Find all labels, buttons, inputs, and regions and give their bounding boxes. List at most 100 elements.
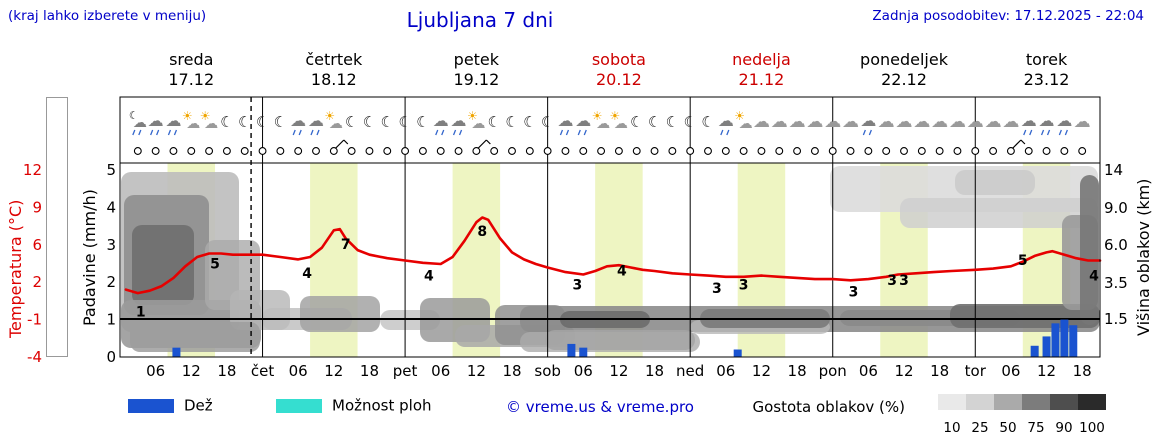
- wind-circle-icon: [329, 147, 338, 155]
- density-color-block: [1022, 394, 1050, 410]
- wind-circle-icon: [258, 147, 267, 155]
- wind-circle-icon: [632, 147, 641, 155]
- cloud-axis-tick: 3.5: [1104, 274, 1128, 292]
- day-date: 21.12: [738, 70, 785, 89]
- wind-circle-icon: [1060, 147, 1069, 155]
- day-name: sreda: [169, 50, 214, 69]
- wind-circle-icon: [793, 147, 802, 155]
- wind-circle-icon: [543, 147, 552, 155]
- x-axis-tick: čet: [251, 362, 274, 380]
- precip-bar: [733, 349, 742, 357]
- cloud-icon: ☁: [896, 112, 913, 132]
- temp-point-label: 1: [136, 304, 146, 320]
- x-axis-tick: tor: [965, 362, 987, 380]
- wind-circle-icon: [739, 147, 748, 155]
- day-date: 23.12: [1023, 70, 1070, 89]
- cloud-density-label: Gostota oblakov (%): [752, 398, 905, 416]
- moon-icon: ☾: [683, 113, 696, 131]
- rain-streak-icon: [1064, 129, 1068, 136]
- rain-label: Dež: [184, 396, 213, 415]
- density-scale-segment: 90: [1050, 394, 1078, 436]
- day-date: 18.12: [310, 70, 357, 89]
- x-axis-tick: 12: [467, 362, 486, 380]
- temp-point-label: 5: [1018, 253, 1028, 269]
- wind-circle-icon: [294, 147, 303, 155]
- rain-cloud-icon: ☁: [148, 111, 164, 130]
- moon-icon: ☾: [648, 113, 661, 131]
- page-title: Ljubljana 7 dni: [406, 8, 554, 32]
- density-color-block: [938, 394, 966, 410]
- precip-axis-tick: 2: [106, 273, 116, 291]
- temp-axis-tick: -4: [27, 348, 42, 366]
- cloud-icon: ☁: [931, 112, 948, 132]
- wind-circle-icon: [312, 147, 320, 155]
- rain-cloud-icon: ☁: [718, 111, 734, 130]
- precip-bar: [1042, 336, 1051, 357]
- temp-point-label: 3: [899, 273, 909, 289]
- cloud-icon: ☁: [949, 112, 966, 132]
- cloud-icon: ☁: [186, 116, 200, 132]
- rain-streak-icon: [1046, 129, 1051, 136]
- cloud-axis-tick: 9.0: [1104, 199, 1128, 217]
- day-name: nedelja: [732, 50, 791, 69]
- sun-icon: ☀: [182, 109, 193, 123]
- moon-icon: ☾: [416, 113, 429, 131]
- cloud-icon: ☁: [806, 112, 823, 132]
- moon-icon: ☾: [487, 113, 500, 131]
- rain-streak-icon: [1023, 129, 1027, 136]
- precip-bar: [579, 347, 588, 357]
- density-scale-segment: 10: [938, 394, 966, 436]
- rain-streak-icon: [1029, 129, 1033, 136]
- moon-icon: ☾: [523, 113, 536, 131]
- wind-circle-icon: [151, 147, 160, 155]
- temp-axis-tick: 9: [32, 198, 42, 216]
- cloud-cover-blob: [132, 225, 194, 305]
- rain-streak-icon: [720, 129, 724, 136]
- plot-border: [119, 96, 1101, 358]
- cloud-icon: ☁: [824, 112, 841, 132]
- rain-streak-icon: [458, 129, 463, 136]
- cloud-cover-blob: [900, 198, 1098, 228]
- cloud-icon: ☁: [967, 112, 984, 132]
- rain-streak-icon: [156, 129, 160, 136]
- wind-circle-icon: [953, 147, 962, 155]
- cloud-cover-blob: [130, 322, 260, 352]
- cloud-axis-tick: 14: [1104, 161, 1123, 179]
- wind-circle-icon: [704, 147, 712, 155]
- moon-icon: ☾: [274, 113, 287, 131]
- wind-circle-icon: [418, 147, 427, 155]
- rain-streak-icon: [726, 129, 730, 136]
- density-scale-label: 90: [1055, 420, 1073, 436]
- precip-axis-tick: 3: [106, 236, 116, 254]
- wind-circle-icon: [721, 147, 730, 155]
- density-scale-label: 25: [971, 420, 989, 436]
- showers-label: Možnost ploh: [332, 396, 432, 415]
- rain-streak-icon: [1040, 129, 1045, 136]
- cloud-icon: ☁: [329, 116, 343, 132]
- moon-icon: ☾: [541, 113, 554, 131]
- x-axis-tick: 06: [431, 362, 450, 380]
- sun-icon: ☀: [592, 109, 603, 123]
- rain-cloud-icon: ☁: [575, 111, 591, 130]
- x-axis-tick: pon: [819, 362, 847, 380]
- wind-circle-icon: [240, 147, 249, 155]
- wind-circle-icon: [846, 147, 855, 155]
- temp-point-label: 3: [887, 273, 897, 289]
- x-axis-tick: 12: [324, 362, 343, 380]
- day-header-ponedeljek: ponedeljek 22.12: [849, 50, 959, 90]
- cloud-icon: ☁: [753, 112, 770, 132]
- wind-circle-icon: [810, 147, 819, 155]
- wind-circle-icon: [169, 147, 178, 155]
- wind-circle-icon: [971, 147, 980, 155]
- temp-point-label: 3: [712, 281, 722, 297]
- rain-streak-icon: [138, 129, 142, 136]
- moon-icon: ☾: [238, 113, 251, 131]
- temp-point-label: 3: [849, 285, 859, 301]
- wind-circle-icon: [187, 147, 196, 155]
- wind-circle-icon: [276, 147, 285, 155]
- copyright-link[interactable]: © vreme.us & vreme.pro: [506, 398, 694, 416]
- density-scale-label: 100: [1079, 420, 1105, 436]
- wind-circle-icon: [222, 147, 231, 155]
- rain-streak-icon: [310, 129, 314, 136]
